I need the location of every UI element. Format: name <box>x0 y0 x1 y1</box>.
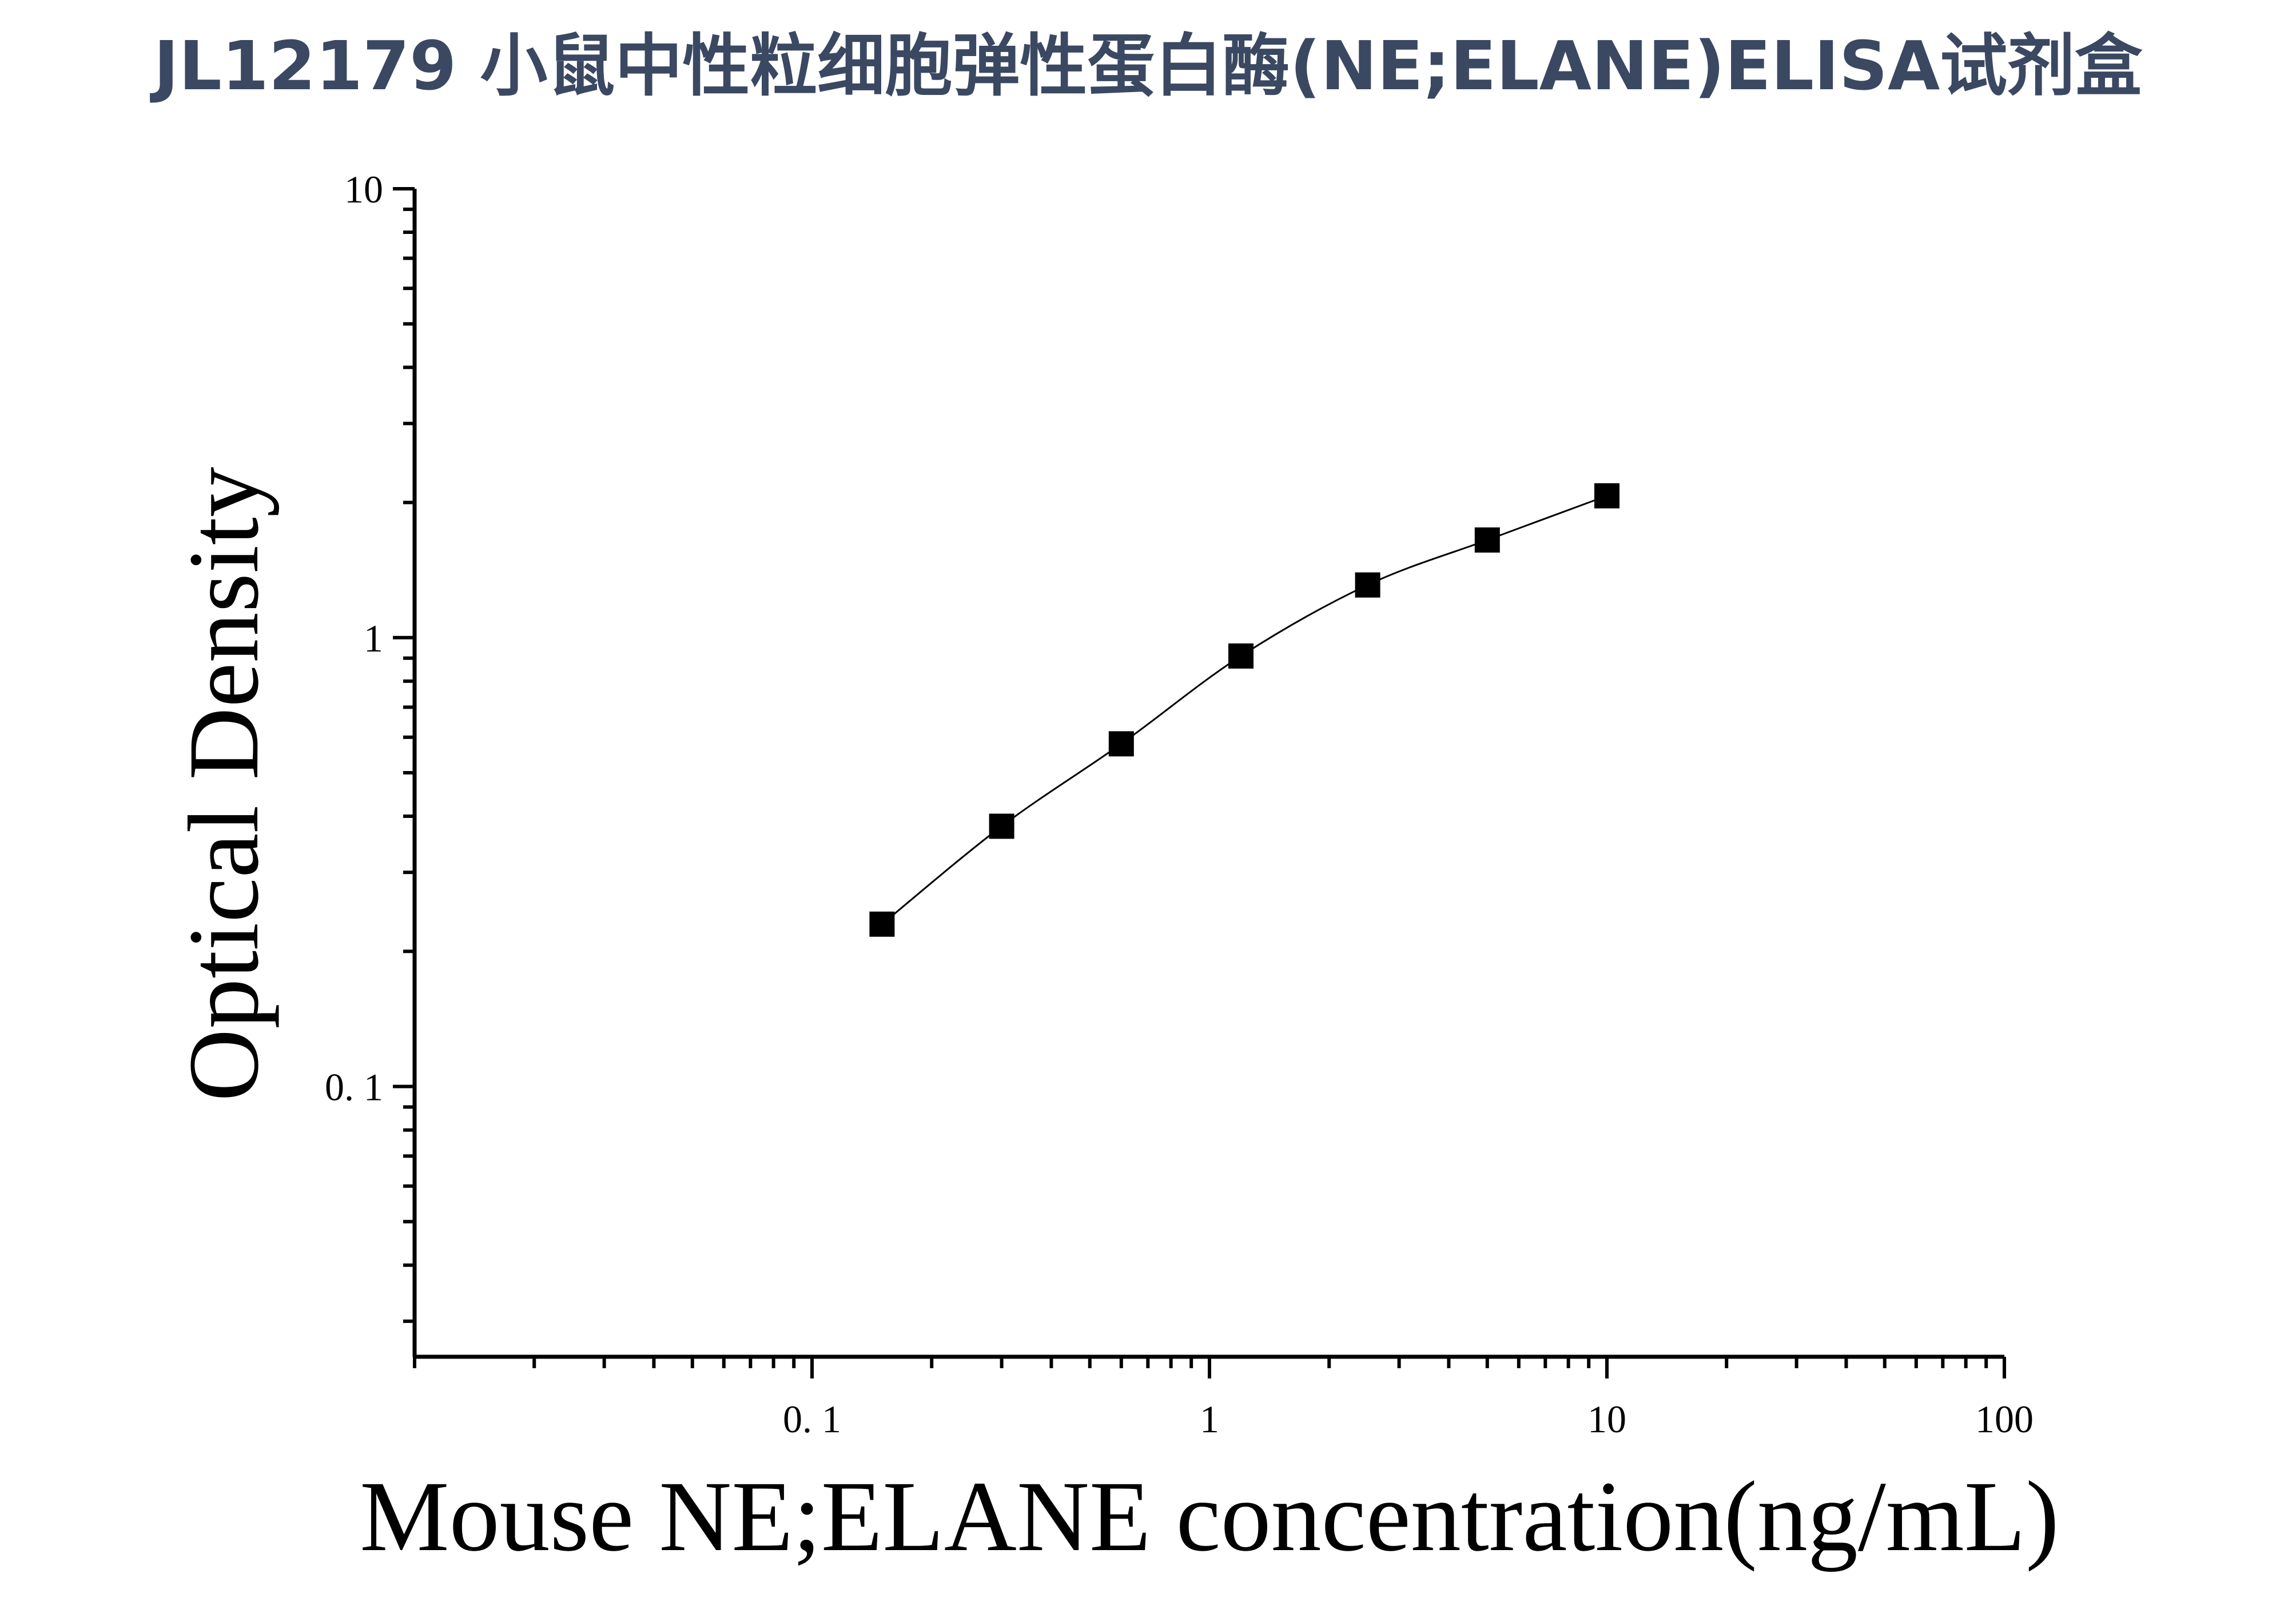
y-tick-label: 10 <box>344 168 383 211</box>
tick-labels: 0. 1 1 10 100 0. 1 1 10 <box>325 168 2034 1441</box>
minor-ticks <box>403 207 1988 1368</box>
data-point <box>1355 572 1380 598</box>
y-tick-label: 1 <box>364 617 383 660</box>
data-point <box>1474 527 1500 553</box>
data-points <box>869 483 1619 937</box>
x-tick-label: 0. 1 <box>783 1397 841 1441</box>
y-axis-label: Optical Density <box>168 467 280 1102</box>
major-ticks <box>393 187 2006 1378</box>
data-point <box>1108 731 1134 757</box>
x-axis-label: Mouse NE;ELANE concentration(ng/mL) <box>360 1461 2059 1572</box>
x-tick-label: 100 <box>1975 1397 2034 1441</box>
y-tick-label: 0. 1 <box>325 1066 383 1109</box>
data-point <box>1594 483 1619 508</box>
data-point <box>869 911 895 937</box>
x-tick-label: 1 <box>1200 1397 1219 1441</box>
x-tick-label: 10 <box>1587 1397 1626 1441</box>
data-point <box>1228 643 1254 669</box>
fit-curve <box>881 495 1607 925</box>
data-point <box>989 813 1014 839</box>
chart-title: JL12179 小鼠中性粒细胞弹性蛋白酶(NE;ELANE)ELISA试剂盒 <box>153 26 2143 105</box>
